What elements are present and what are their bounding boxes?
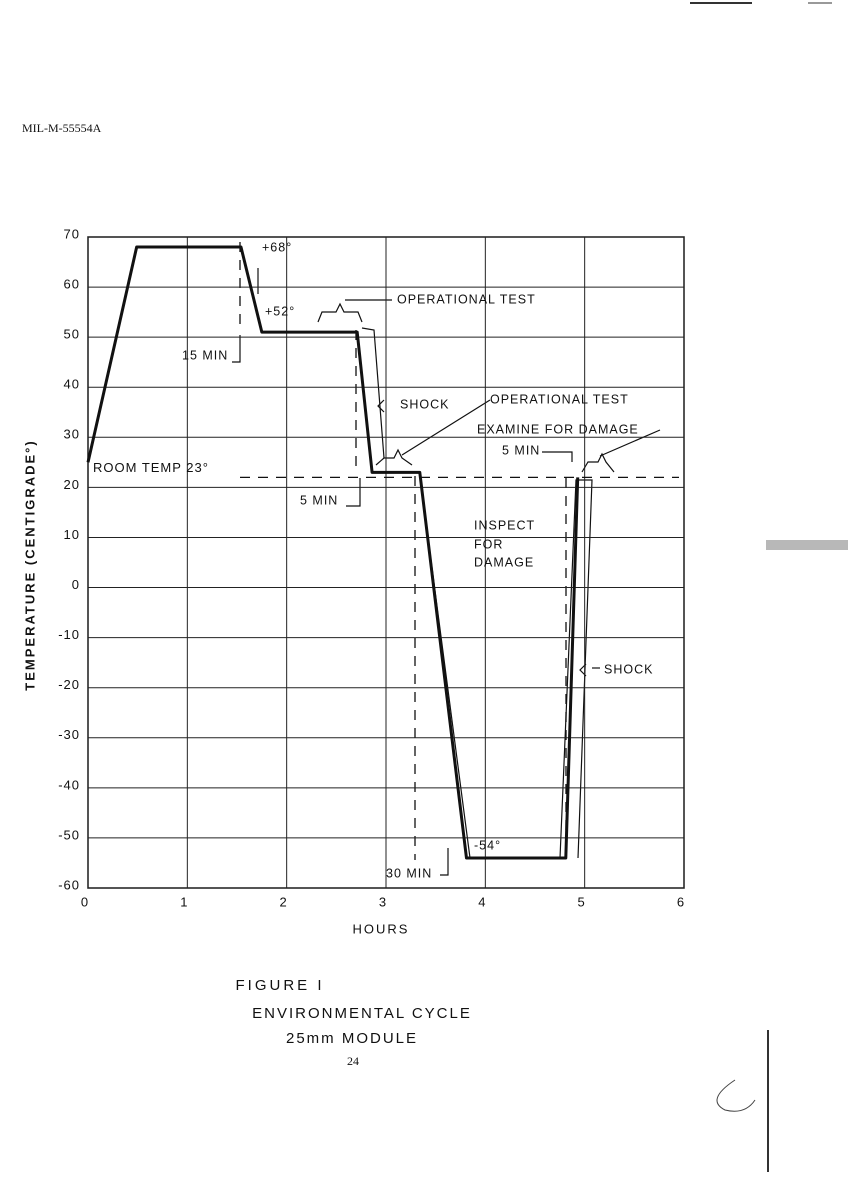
y-tick-label: 10 <box>64 527 80 542</box>
y-tick-label: 60 <box>64 277 80 292</box>
y-tick-label: 70 <box>64 226 80 241</box>
annotation: +68° <box>262 240 292 254</box>
annotation: +52° <box>265 304 295 318</box>
shock-line <box>361 327 385 459</box>
annotation: 15 MIN <box>182 348 228 362</box>
doc-id: MIL-M-55554A <box>22 121 102 135</box>
brace <box>581 452 615 473</box>
temperature-line <box>86 245 580 860</box>
y-tick-label: -40 <box>58 777 80 792</box>
annotation: DAMAGE <box>474 555 534 569</box>
shock-line <box>419 475 593 859</box>
x-tick-label: 0 <box>81 894 89 909</box>
brace <box>375 448 413 466</box>
pointer <box>232 299 661 876</box>
page-number: 24 <box>347 1054 359 1068</box>
x-tick-label: 4 <box>478 894 486 909</box>
annotation: SHOCK <box>400 397 449 411</box>
x-tick-label: 1 <box>180 894 188 909</box>
y-tick-label: -50 <box>58 827 80 842</box>
connectors <box>239 242 567 860</box>
brace <box>317 302 363 323</box>
y-tick-label: -30 <box>58 727 80 742</box>
y-tick-label: 0 <box>72 577 80 592</box>
y-tick-label: 50 <box>64 327 80 342</box>
annotation: 5 MIN <box>300 493 338 507</box>
figure-title: ENVIRONMENTAL CYCLE <box>252 1005 472 1022</box>
annotation: OPERATIONAL TEST <box>397 292 536 306</box>
x-tick-label: 3 <box>379 894 387 909</box>
annotation: 5 MIN <box>502 443 540 457</box>
annotation: EXAMINE FOR DAMAGE <box>477 422 639 436</box>
y-tick-label: 30 <box>64 427 80 442</box>
shock-outline <box>232 268 661 876</box>
y-tick-label: -20 <box>58 677 80 692</box>
annotation: OPERATIONAL TEST <box>490 392 629 406</box>
figure-label: FIGURE I <box>235 977 324 994</box>
y-tick-label: -60 <box>58 877 80 892</box>
scan-mark <box>766 540 848 550</box>
annotation: FOR <box>474 537 503 551</box>
figure-subtitle: 25mm MODULE <box>286 1030 418 1047</box>
x-axis-label: HOURS <box>353 921 410 936</box>
reference-label: ROOM TEMP 23° <box>93 460 209 475</box>
annotation: 30 MIN <box>386 866 432 880</box>
y-tick-label: 40 <box>64 377 80 392</box>
annotation: INSPECT <box>474 518 535 532</box>
scan-mark <box>716 1079 756 1112</box>
x-tick-label: 2 <box>280 894 288 909</box>
x-tick-label: 6 <box>677 894 685 909</box>
brace <box>377 399 587 677</box>
x-tick-label: 5 <box>578 894 586 909</box>
annotation: -54° <box>474 838 501 852</box>
y-axis-label: TEMPERATURE (CENTIGRADE°) <box>22 439 37 690</box>
y-tick-label: 20 <box>64 477 80 492</box>
y-tick-label: -10 <box>58 627 80 642</box>
annotation: SHOCK <box>604 662 653 676</box>
